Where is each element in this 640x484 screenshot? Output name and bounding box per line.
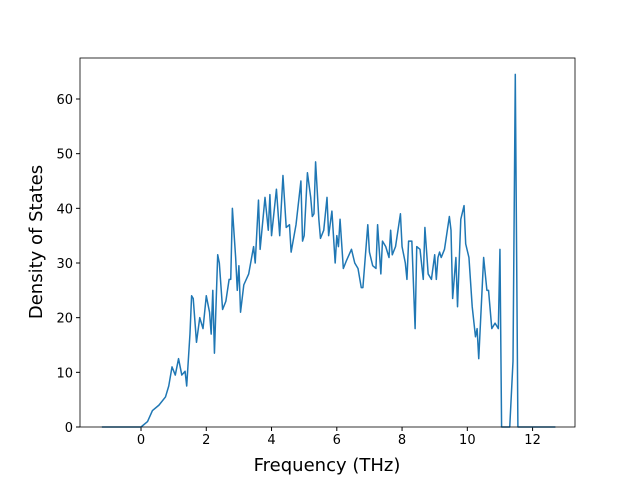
x-tick-label: 10 bbox=[459, 433, 476, 448]
y-tick-label: 20 bbox=[56, 312, 73, 327]
y-tick-label: 0 bbox=[65, 421, 73, 436]
x-axis-label: Frequency (THz) bbox=[254, 455, 401, 476]
x-tick-label: 8 bbox=[398, 433, 406, 448]
x-tick-label: 4 bbox=[267, 433, 275, 448]
y-tick-label: 50 bbox=[56, 148, 73, 163]
x-tick-label: 2 bbox=[202, 433, 210, 448]
x-tick-label: 12 bbox=[524, 433, 541, 448]
y-tick-label: 60 bbox=[56, 93, 73, 108]
y-tick-label: 30 bbox=[56, 257, 73, 272]
axes-frame bbox=[79, 57, 576, 428]
y-tick-label: 40 bbox=[56, 202, 73, 217]
x-tick-label: 6 bbox=[333, 433, 341, 448]
y-axis-label: Density of States bbox=[26, 165, 47, 319]
x-tick-label: 0 bbox=[137, 433, 145, 448]
y-tick-label: 10 bbox=[56, 366, 73, 381]
data-line bbox=[101, 73, 556, 428]
